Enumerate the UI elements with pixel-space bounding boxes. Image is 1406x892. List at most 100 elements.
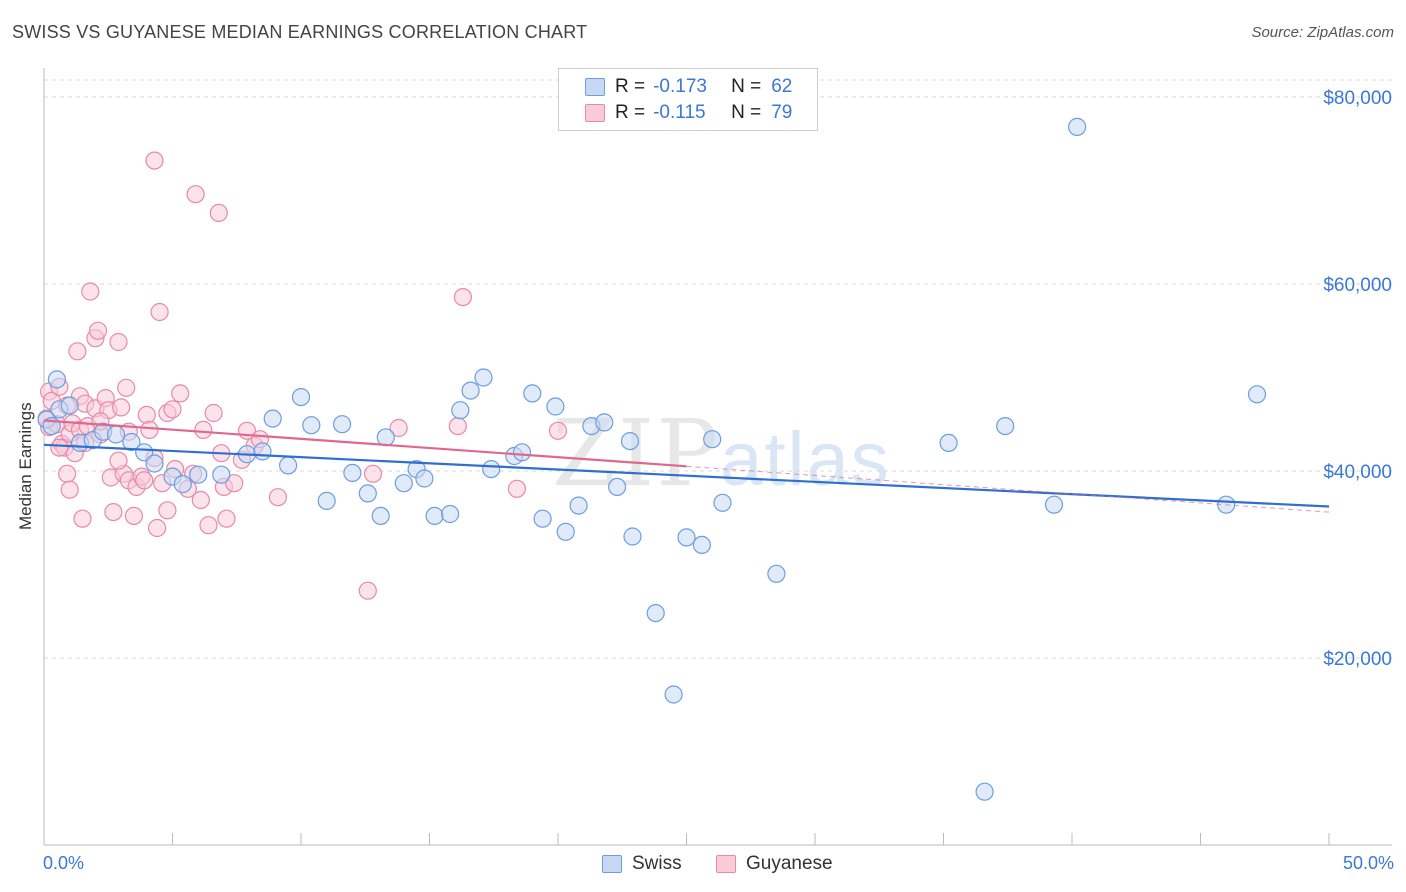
- guyanese-point-54: [204, 403, 223, 423]
- chart-title: SWISS VS GUYANESE MEDIAN EARNINGS CORREL…: [12, 22, 588, 42]
- guyanese-point-70: [50, 438, 69, 457]
- guyanese-point-57: [217, 509, 236, 528]
- guyanese-point-63: [358, 581, 377, 600]
- legend-guyanese-swatch: [716, 855, 736, 873]
- swiss-point-25: [358, 484, 377, 503]
- swiss-point-54: [713, 493, 732, 512]
- swiss-point-45: [595, 413, 614, 432]
- guyanese-r-value: -0.115: [653, 102, 706, 123]
- guyanese-point-69: [548, 421, 568, 440]
- guyanese-point-8: [57, 464, 77, 483]
- guyanese-point-31: [117, 378, 136, 397]
- legend-item-guyanese[interactable]: Guyanese: [716, 852, 833, 876]
- swiss-point-28: [394, 474, 413, 493]
- guyanese-point-28: [109, 332, 128, 352]
- swiss-point-10: [135, 443, 154, 462]
- guyanese-point-71: [109, 451, 128, 470]
- swiss-trend-line: [43, 443, 1330, 508]
- swiss-point-18: [263, 409, 282, 428]
- swiss-point-30: [415, 469, 434, 488]
- guyanese-point-33: [124, 506, 143, 526]
- swiss-point-46: [607, 477, 627, 496]
- guyanese-point-62: [268, 488, 287, 507]
- swiss-point-21: [302, 416, 321, 435]
- guyanese-n-value: 79: [771, 102, 793, 123]
- swiss-point-31: [425, 506, 444, 526]
- swiss-point-62: [1247, 385, 1267, 404]
- swiss-r-value: -0.173: [653, 76, 707, 97]
- guyanese-point-27: [104, 502, 123, 522]
- guyanese-point-45: [158, 501, 177, 520]
- guyanese-point-36: [135, 471, 154, 490]
- guyanese-point-10: [60, 480, 79, 499]
- swiss-point-43: [569, 496, 588, 515]
- legend-item-swiss[interactable]: Swiss: [602, 852, 682, 876]
- y-tick-label-40000: $40,000: [1323, 462, 1392, 483]
- swiss-point-8: [106, 425, 126, 444]
- legend-swiss-swatch: [602, 855, 622, 873]
- guyanese-point-41: [148, 518, 167, 538]
- swiss-swatch: [585, 78, 605, 96]
- guyanese-point-50: [186, 185, 205, 204]
- swiss-point-2: [47, 370, 67, 389]
- x-tick-label-min: 0.0%: [43, 853, 85, 873]
- swiss-point-19: [279, 456, 298, 475]
- swiss-n-label: N =: [731, 76, 762, 97]
- swiss-point-22: [317, 491, 336, 510]
- guyanese-point-40: [145, 151, 164, 170]
- swiss-r-label: R =: [615, 76, 646, 97]
- stats-legend: R = -0.173 N = 62 R = -0.115 N = 79: [558, 68, 818, 131]
- guyanese-point-38: [140, 420, 159, 439]
- guyanese-point-64: [363, 464, 383, 483]
- guyanese-point-16: [73, 509, 92, 528]
- swiss-point-39: [523, 384, 542, 403]
- y-axis-label: Median Earnings: [16, 402, 35, 530]
- swiss-point-14: [189, 465, 208, 484]
- guyanese-point-53: [199, 516, 218, 535]
- swiss-point-42: [556, 522, 575, 541]
- guyanese-point-22: [88, 321, 108, 340]
- swiss-point-17: [253, 442, 272, 461]
- swiss-point-26: [371, 506, 390, 526]
- guyanese-point-13: [68, 342, 87, 361]
- guyanese-point-42: [150, 302, 169, 322]
- swiss-point-50: [664, 685, 683, 704]
- guyanese-point-68: [507, 479, 527, 498]
- swiss-point-33: [451, 401, 470, 420]
- swiss-point-40: [533, 509, 552, 528]
- swiss-point-55: [767, 564, 786, 583]
- swiss-point-32: [441, 504, 460, 524]
- guyanese-trend-line: [43, 419, 687, 468]
- swiss-point-58: [996, 417, 1015, 436]
- swiss-point-27: [376, 428, 395, 447]
- guyanese-point-46: [163, 400, 182, 419]
- guyanese-point-58: [225, 474, 244, 493]
- guyanese-point-65: [389, 418, 408, 438]
- guyanese-point-52: [194, 420, 213, 439]
- swiss-point-20: [291, 388, 311, 407]
- swiss-point-36: [482, 460, 501, 479]
- guyanese-point-66: [448, 417, 467, 436]
- swiss-point-59: [1044, 495, 1064, 514]
- watermark: ZIPatlas: [552, 400, 891, 507]
- swiss-point-24: [343, 463, 362, 482]
- legend-guyanese-label: Guyanese: [746, 853, 833, 874]
- watermark-atlas: atlas: [720, 417, 891, 502]
- swiss-n-value: 62: [771, 76, 793, 97]
- chart-source: Source: ZipAtlas.com: [1251, 24, 1394, 41]
- swiss-point-4: [60, 396, 79, 415]
- stats-legend-row-guyanese: R = -0.115 N = 79: [585, 101, 792, 125]
- swiss-point-35: [474, 368, 493, 387]
- swiss-point-60: [1067, 117, 1087, 137]
- guyanese-point-29: [111, 398, 131, 417]
- swiss-point-57: [975, 782, 994, 801]
- y-tick-label-80000: $80,000: [1323, 88, 1392, 109]
- guyanese-swatch: [585, 104, 605, 122]
- swiss-point-53: [703, 430, 722, 449]
- y-tick-label-20000: $20,000: [1323, 649, 1392, 670]
- swiss-point-41: [546, 397, 565, 416]
- guyanese-point-19: [81, 282, 100, 301]
- guyanese-point-37: [137, 405, 156, 424]
- guyanese-point-55: [209, 203, 228, 222]
